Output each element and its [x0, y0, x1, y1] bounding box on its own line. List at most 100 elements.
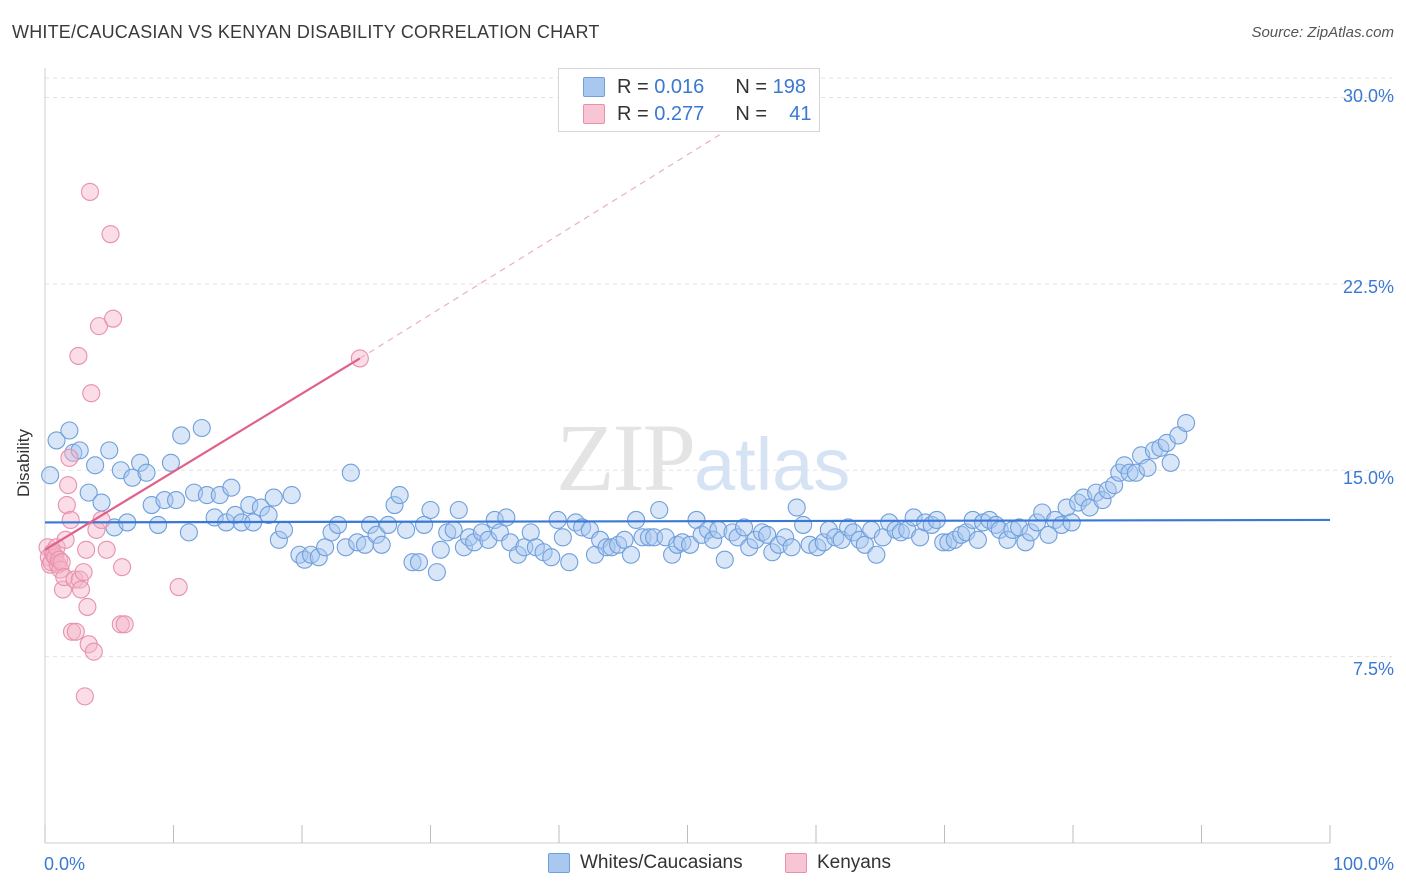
point-whites — [379, 515, 398, 534]
source-label: Source: ZipAtlas.com — [1251, 24, 1394, 41]
point-kenyans — [71, 580, 91, 599]
r-label: R = — [617, 75, 649, 98]
point-whites — [787, 498, 806, 517]
bottom-legend-label-whites: Whites/Caucasians — [580, 852, 743, 873]
point-kenyans — [101, 225, 120, 244]
point-whites — [316, 538, 335, 557]
point-whites — [60, 421, 79, 440]
point-whites — [763, 543, 782, 562]
point-whites — [123, 468, 142, 487]
legend-row-kenyans: R = 0.277 N = 41 — [583, 101, 812, 127]
point-kenyans — [84, 642, 103, 661]
point-kenyans — [77, 540, 96, 559]
r-value-kenyans: 0.277 — [654, 102, 705, 125]
point-whites — [274, 520, 294, 539]
n-value-kenyans: 41 — [789, 102, 812, 125]
point-whites — [542, 548, 561, 567]
point-whites — [1120, 463, 1139, 482]
point-whites — [100, 441, 119, 460]
point-whites — [1177, 413, 1196, 433]
point-whites — [681, 535, 700, 554]
point-whites — [149, 515, 168, 534]
point-whites — [968, 530, 987, 549]
gridlines — [45, 77, 1392, 658]
bottom-legend-kenyans: Kenyans — [785, 852, 891, 874]
point-whites — [269, 530, 288, 549]
stats-legend: R = 0.016 N = 198 R = 0.277 N = 41 — [558, 68, 820, 132]
point-whites — [597, 538, 616, 557]
point-kenyans — [65, 570, 84, 589]
point-whites — [844, 523, 863, 542]
point-kenyans — [52, 553, 71, 572]
point-whites — [41, 466, 60, 485]
point-whites — [465, 533, 484, 552]
y-tick-label-7-5: 7.5% — [1352, 659, 1394, 679]
point-whites — [1016, 533, 1035, 552]
point-kenyans — [97, 540, 116, 559]
trend-line-kenyans-extension — [359, 134, 720, 359]
point-whites — [397, 520, 416, 539]
trend-lines — [44, 134, 1331, 551]
point-kenyans — [75, 687, 94, 706]
point-whites — [1087, 483, 1106, 502]
point-whites — [850, 530, 869, 549]
n-value-whites: 198 — [772, 75, 806, 98]
point-whites — [336, 538, 355, 557]
point-kenyans — [78, 597, 97, 616]
point-whites — [409, 553, 428, 572]
point-kenyans — [104, 309, 123, 328]
legend-swatch-whites — [583, 77, 605, 97]
r-value-whites: 0.016 — [654, 75, 705, 98]
point-whites — [197, 486, 216, 505]
bottom-legend-swatch-kenyans — [785, 853, 807, 873]
point-kenyans — [82, 384, 101, 403]
point-whites — [92, 493, 111, 512]
point-whites — [715, 550, 734, 569]
watermark-atlas: atlas — [694, 423, 851, 506]
point-kenyans — [61, 510, 80, 530]
point-whites — [372, 535, 391, 554]
watermark-zip: ZIP — [556, 404, 696, 511]
point-whites — [137, 463, 156, 482]
point-whites — [758, 525, 777, 544]
x-tick-label-0: 0.0% — [44, 854, 86, 874]
point-whites — [309, 548, 328, 567]
point-whites — [421, 500, 440, 520]
point-kenyans — [66, 622, 85, 641]
point-whites — [167, 491, 186, 510]
trend-line-kenyans — [44, 357, 361, 551]
point-whites — [444, 520, 463, 539]
point-whites — [251, 498, 270, 517]
n-label: N = — [735, 75, 768, 98]
point-whites — [839, 518, 858, 537]
point-whites — [367, 525, 386, 544]
point-whites — [1069, 493, 1088, 512]
point-kenyans — [169, 577, 188, 597]
point-kenyans — [89, 317, 109, 336]
point-whites — [70, 441, 89, 460]
point-kenyans — [115, 615, 134, 634]
trend-line-whites — [44, 518, 1331, 524]
point-whites — [47, 431, 66, 450]
point-whites — [621, 545, 641, 564]
point-whites — [449, 500, 468, 520]
point-kenyans — [111, 615, 130, 634]
r-label: R = — [617, 102, 649, 125]
point-whites — [752, 523, 772, 542]
point-kenyans — [80, 182, 100, 201]
point-whites — [560, 553, 579, 572]
point-whites — [79, 483, 98, 502]
point-whites — [427, 563, 446, 582]
point-whites — [1039, 525, 1058, 544]
point-whites — [867, 545, 886, 564]
point-whites — [704, 530, 723, 549]
axes — [44, 68, 1331, 844]
point-whites — [403, 553, 422, 572]
point-whites — [390, 486, 409, 505]
point-whites — [668, 535, 687, 554]
point-whites — [663, 545, 682, 564]
point-whites — [1062, 513, 1081, 532]
point-whites — [1027, 513, 1047, 532]
point-whites — [179, 523, 198, 542]
